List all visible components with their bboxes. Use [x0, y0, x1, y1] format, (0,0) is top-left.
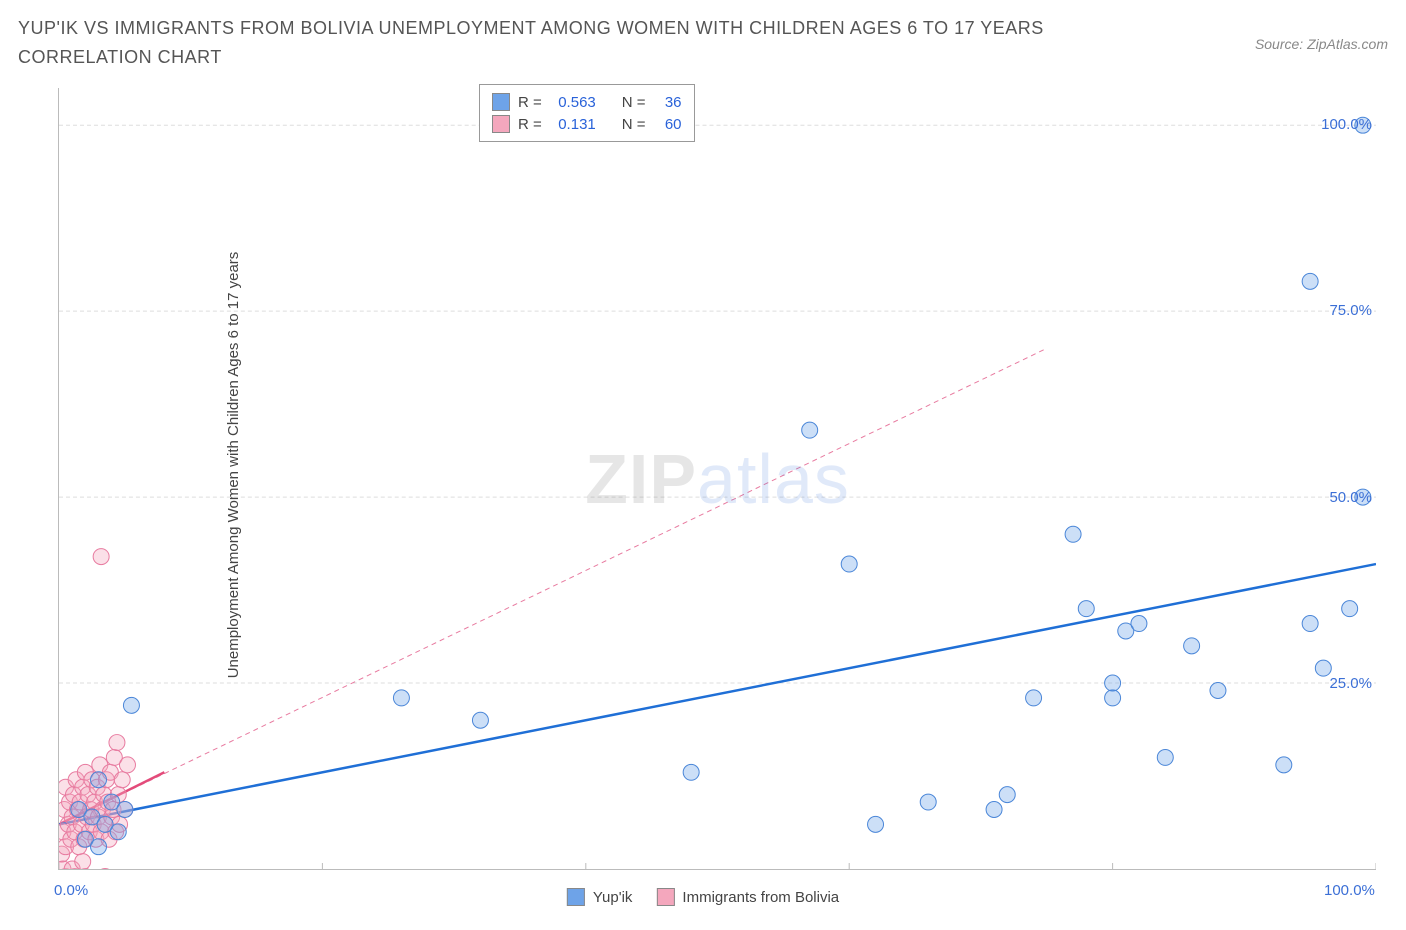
x-tick-label: 0.0%	[54, 882, 88, 899]
legend-swatch-bolivia	[492, 115, 510, 133]
x-tick-label: 100.0%	[1324, 882, 1375, 899]
y-tick-label: 100.0%	[1316, 116, 1372, 133]
chart-title: YUP'IK VS IMMIGRANTS FROM BOLIVIA UNEMPL…	[18, 14, 1138, 72]
legend-label-yupik: Yup'ik	[593, 889, 633, 906]
source-label: Source: ZipAtlas.com	[1255, 36, 1388, 52]
r-label: R =	[518, 94, 542, 111]
r-value-yupik: 0.563	[550, 94, 596, 111]
legend-swatch-yupik	[567, 888, 585, 906]
r-label: R =	[518, 116, 542, 133]
n-value-bolivia: 60	[654, 116, 682, 133]
n-label: N =	[622, 94, 646, 111]
n-value-yupik: 36	[654, 94, 682, 111]
series-legend: Yup'ik Immigrants from Bolivia	[567, 888, 839, 906]
legend-swatch-bolivia	[656, 888, 674, 906]
legend-swatch-yupik	[492, 93, 510, 111]
y-tick-label: 50.0%	[1316, 489, 1372, 506]
n-label: N =	[622, 116, 646, 133]
y-tick-label: 25.0%	[1316, 675, 1372, 692]
r-value-bolivia: 0.131	[550, 116, 596, 133]
y-tick-label: 75.0%	[1316, 302, 1372, 319]
correlation-legend: R = 0.563 N = 36 R = 0.131 N = 60	[479, 84, 695, 142]
scatter-plot: ZIPatlas R = 0.563 N = 36 R = 0.131 N = …	[58, 88, 1376, 870]
legend-label-bolivia: Immigrants from Bolivia	[682, 889, 839, 906]
